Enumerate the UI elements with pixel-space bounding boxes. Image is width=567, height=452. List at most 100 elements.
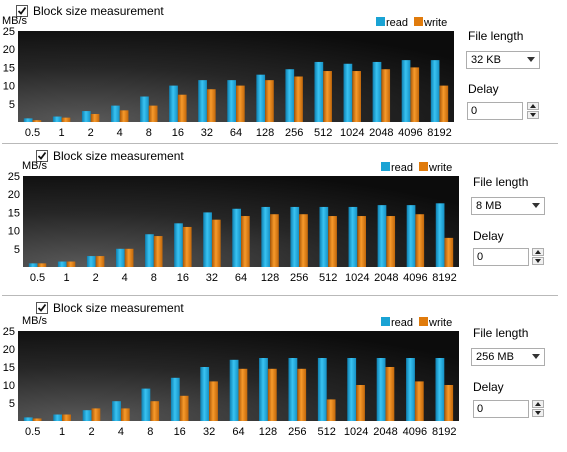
delay-input[interactable]: 0 [473,248,529,266]
bar-read [376,358,386,421]
block-size-checkbox-row[interactable]: Block size measurement [16,3,164,19]
arrow-down-icon [535,259,541,263]
block-size-checkbox[interactable] [16,5,28,17]
bar-read [140,96,149,122]
delay-value: 0 [477,403,484,415]
file-length-select[interactable]: 256 MB [471,348,545,366]
bar-read [52,116,62,122]
x-tick-label: 8192 [432,426,456,438]
bar-write [37,263,47,267]
bar-read [256,74,266,122]
x-tick-label: 4096 [403,272,427,284]
bar-read [200,367,210,421]
spin-down-button[interactable] [527,111,539,119]
delay-input[interactable]: 0 [473,400,529,418]
x-tick-label: 4096 [398,127,422,139]
block-size-checkbox[interactable] [36,150,48,162]
x-tick-label: 128 [259,426,277,438]
x-tick-label: 8 [147,426,153,438]
bar-write [177,94,187,122]
x-tick-label: 64 [230,127,242,139]
bar-read [290,206,300,267]
bar-write [32,120,42,122]
divider [2,143,558,144]
block-size-checkbox-label: Block size measurement [53,301,184,315]
file-length-select[interactable]: 32 KB [466,51,540,69]
bar-read [372,61,382,122]
spin-down-button[interactable] [532,409,544,417]
bar-write [182,226,192,267]
delay-spinner[interactable] [532,400,546,418]
y-tick-label: 15 [8,207,20,219]
x-tick-label: 0.5 [30,272,45,284]
y-axis-label: MB/s [22,315,48,327]
bar-write [386,216,396,267]
delay-spinner[interactable] [527,102,541,120]
block-size-checkbox-label: Block size measurement [33,4,164,18]
bar-write [265,80,274,122]
x-tick-label: 512 [318,426,336,438]
bar-write [385,367,395,421]
checkmark-icon [37,303,47,312]
bar-write [294,76,303,122]
bar-write [414,381,424,421]
y-tick-label: 15 [3,362,15,374]
spin-up-button[interactable] [532,400,544,408]
bar-write [326,399,336,421]
x-tick-label: 1024 [340,127,364,139]
x-tick-label: 4096 [403,426,427,438]
x-tick-label: 128 [256,127,274,139]
panel-2: Block size measurement 25 20 15 10 5 MB/s read… [0,146,567,294]
x-tick-label: 2 [88,426,94,438]
block-size-checkbox[interactable] [36,302,48,314]
bar-read [86,256,96,267]
delay-spinner[interactable] [532,248,546,266]
divider [2,295,558,296]
legend-swatch-write [414,17,423,26]
checkmark-icon [37,151,47,160]
bar-read [116,248,125,267]
block-size-checkbox-row[interactable]: Block size measurement [36,300,184,316]
y-tick-label: 5 [9,99,15,111]
x-tick-label: 0.5 [25,426,40,438]
bar-write [323,71,332,122]
bar-write [153,236,163,267]
x-tick-label: 32 [206,272,218,284]
y-tick-label: 25 [3,326,15,338]
bar-write [328,216,337,267]
x-tick-label: 128 [261,272,279,284]
bar-read [259,358,268,421]
bar-write [299,214,308,267]
legend-swatch-write [419,162,428,171]
bar-write [120,408,130,421]
bar-read [229,359,239,421]
delay-input[interactable]: 0 [467,102,523,120]
bar-read [377,205,387,267]
bar-write [236,85,245,122]
bar-write [356,385,365,421]
y-tick-label: 25 [3,26,15,38]
file-length-select[interactable]: 8 MB [471,197,545,215]
x-tick-label: 256 [288,426,306,438]
y-tick-label: 10 [8,226,20,238]
spin-up-button[interactable] [532,248,544,256]
y-tick-label: 20 [8,189,20,201]
arrow-down-icon [530,113,536,117]
bar-read [23,118,33,122]
bar-read [28,263,38,267]
bar-read [23,417,33,421]
spin-down-button[interactable] [532,257,544,265]
arrow-up-icon [535,402,541,406]
bar-write [267,368,277,421]
x-tick-label: 2048 [369,127,393,139]
spin-up-button[interactable] [527,102,539,110]
x-tick-label: 1 [59,426,65,438]
block-size-checkbox-row[interactable]: Block size measurement [36,148,184,164]
file-length-label: File length [468,29,524,43]
bar-read [435,358,445,421]
legend-label-read: read [391,317,413,329]
bar-read [227,80,236,122]
bar-read [111,105,120,122]
arrow-down-icon [535,411,541,415]
file-length-value: 256 MB [476,351,514,363]
